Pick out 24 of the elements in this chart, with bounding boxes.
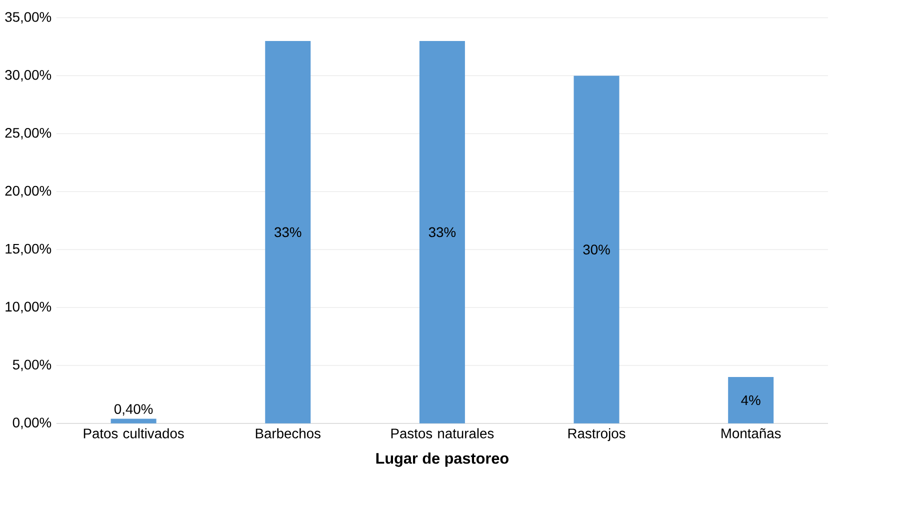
bar <box>110 418 156 424</box>
x-axis-title: Lugar de pastoreo <box>376 452 508 467</box>
x-tick-label: Montañas <box>722 428 781 438</box>
x-tick-label: Barbechos <box>256 428 320 438</box>
data-label: 33% <box>274 227 302 237</box>
data-label: 30% <box>583 244 610 254</box>
x-tick-label: Pastos naturales <box>391 428 494 438</box>
bar <box>574 76 620 424</box>
x-tick-label: Rastrojos <box>568 428 626 441</box>
data-label: 0,40% <box>114 404 153 416</box>
bar <box>419 40 465 424</box>
x-tick-label: Patos cultivados <box>84 428 184 438</box>
y-tick-label: 30,00% <box>5 70 52 82</box>
y-tick-label: 20,00% <box>5 186 52 198</box>
y-tick-label: 25,00% <box>5 128 52 140</box>
data-label: 4% <box>741 395 760 405</box>
y-tick-label: 5,00% <box>12 360 52 372</box>
bar <box>265 40 311 424</box>
y-tick-label: 15,00% <box>6 244 52 256</box>
data-label: 33% <box>428 227 456 237</box>
y-tick-label: 0,00% <box>12 418 52 429</box>
y-tick-label: 35,00% <box>5 12 52 24</box>
bar <box>728 376 774 424</box>
y-tick-label: 10,00% <box>6 302 52 314</box>
